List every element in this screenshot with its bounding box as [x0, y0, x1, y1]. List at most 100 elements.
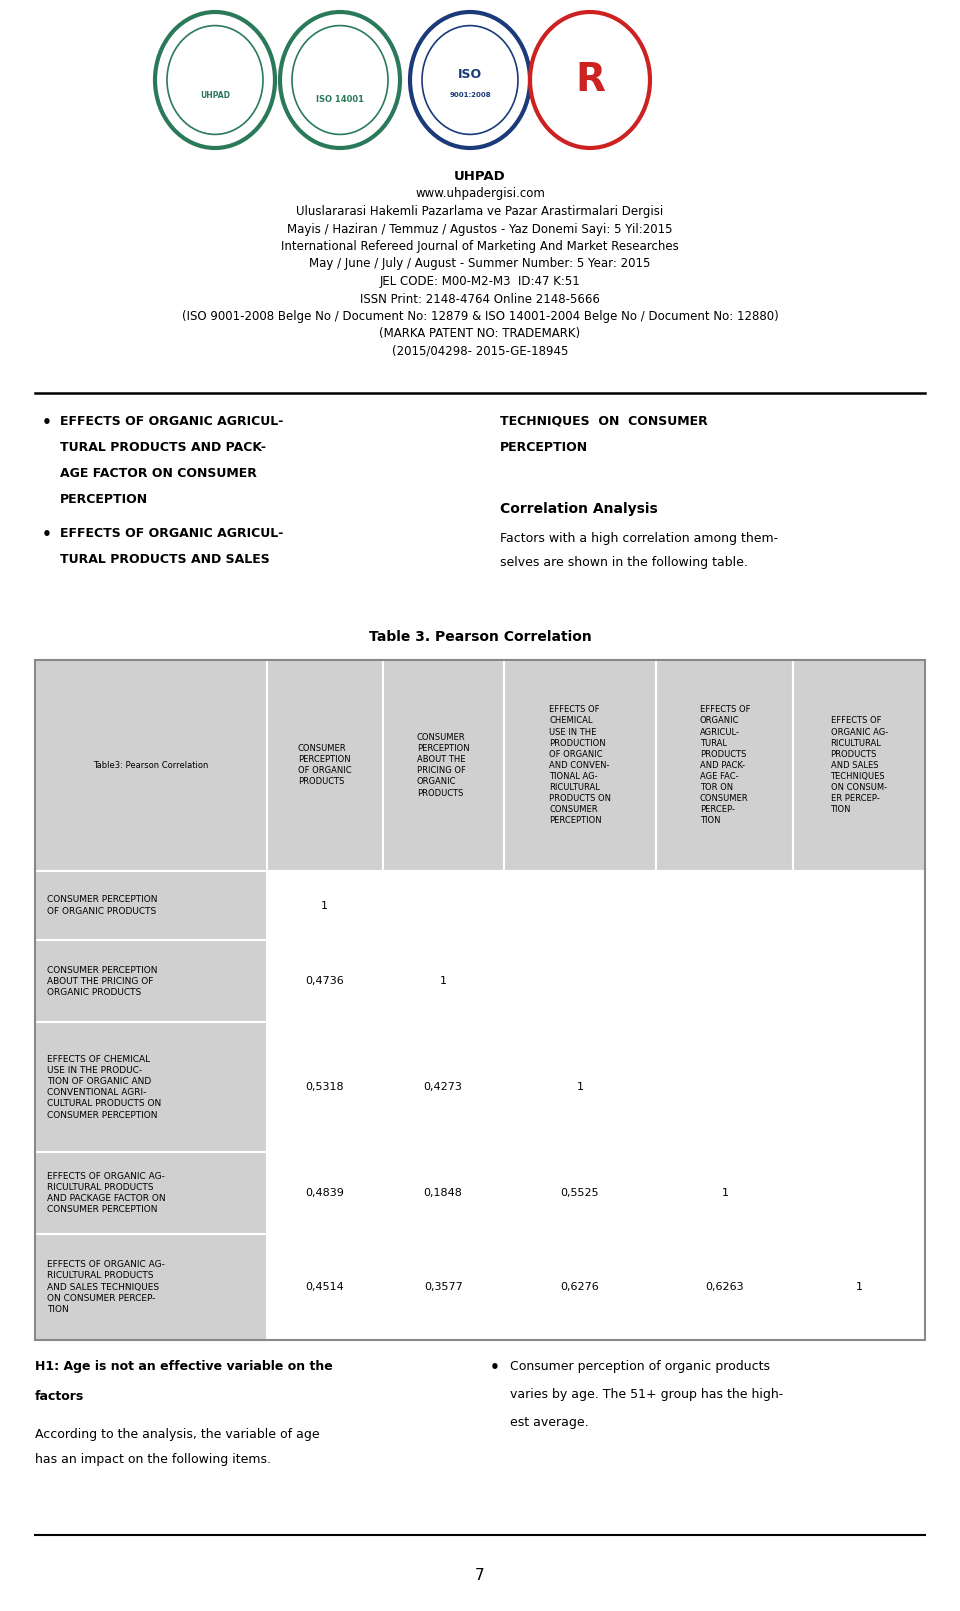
Bar [267, 941, 383, 1023]
Text: International Refereed Journal of Marketing And Market Researches: International Refereed Journal of Market… [281, 240, 679, 253]
Text: Consumer perception of organic products: Consumer perception of organic products [510, 1360, 770, 1373]
Bar [793, 661, 925, 870]
Bar [793, 941, 925, 1023]
Text: 0,4736: 0,4736 [305, 976, 344, 986]
Text: est average.: est average. [510, 1416, 588, 1429]
Text: (2015/04298- 2015-GE-18945: (2015/04298- 2015-GE-18945 [392, 345, 568, 358]
Bar [35, 1152, 267, 1234]
Text: 0,6276: 0,6276 [561, 1282, 599, 1292]
Bar [504, 941, 657, 1023]
Text: TURAL PRODUCTS AND PACK-: TURAL PRODUCTS AND PACK- [60, 441, 266, 454]
Bar [383, 1234, 504, 1340]
Bar [383, 1023, 504, 1152]
Text: 0,4839: 0,4839 [305, 1189, 344, 1199]
Text: Factors with a high correlation among them-: Factors with a high correlation among th… [500, 532, 779, 545]
Bar [657, 1152, 793, 1234]
Text: PERCEPTION: PERCEPTION [60, 493, 148, 506]
Text: 7: 7 [475, 1568, 485, 1582]
Text: ISO: ISO [458, 69, 482, 82]
Text: 0,4514: 0,4514 [305, 1282, 344, 1292]
Bar [504, 1152, 657, 1234]
Text: According to the analysis, the variable of age: According to the analysis, the variable … [35, 1427, 320, 1440]
Text: AGE FACTOR ON CONSUMER: AGE FACTOR ON CONSUMER [60, 467, 257, 480]
Text: Table3: Pearson Correlation: Table3: Pearson Correlation [93, 760, 208, 770]
Text: ISO 14001: ISO 14001 [316, 95, 364, 105]
Bar [793, 1234, 925, 1340]
Text: EFFECTS OF ORGANIC AG-
RICULTURAL PRODUCTS
AND PACKAGE FACTOR ON
CONSUMER PERCEP: EFFECTS OF ORGANIC AG- RICULTURAL PRODUC… [47, 1173, 165, 1215]
Text: 9001:2008: 9001:2008 [449, 92, 491, 98]
Bar [267, 1023, 383, 1152]
Text: 0,3577: 0,3577 [423, 1282, 463, 1292]
Text: 1: 1 [440, 976, 446, 986]
Bar [35, 661, 267, 870]
Bar [383, 941, 504, 1023]
Bar [504, 1023, 657, 1152]
Text: has an impact on the following items.: has an impact on the following items. [35, 1453, 271, 1466]
Text: PERCEPTION: PERCEPTION [500, 441, 588, 454]
Bar [383, 870, 504, 941]
Text: UHPAD: UHPAD [454, 171, 506, 184]
Bar [383, 661, 504, 870]
Bar [504, 1234, 657, 1340]
Text: EFFECTS OF ORGANIC AGRICUL-: EFFECTS OF ORGANIC AGRICUL- [60, 416, 283, 429]
Text: (MARKA PATENT NO: TRADEMARK): (MARKA PATENT NO: TRADEMARK) [379, 327, 581, 340]
Text: Mayis / Haziran / Temmuz / Agustos - Yaz Donemi Sayi: 5 Yil:2015: Mayis / Haziran / Temmuz / Agustos - Yaz… [287, 222, 673, 235]
Text: 0,5318: 0,5318 [305, 1083, 344, 1092]
Bar [35, 941, 267, 1023]
Bar [35, 1023, 267, 1152]
Text: •: • [490, 1360, 500, 1376]
Text: Correlation Analysis: Correlation Analysis [500, 503, 658, 516]
Bar [267, 870, 383, 941]
Text: ISSN Print: 2148-4764 Online 2148-5666: ISSN Print: 2148-4764 Online 2148-5666 [360, 293, 600, 306]
Text: EFFECTS OF ORGANIC AG-
RICULTURAL PRODUCTS
AND SALES TECHNIQUES
ON CONSUMER PERC: EFFECTS OF ORGANIC AG- RICULTURAL PRODUC… [47, 1260, 164, 1313]
Bar [504, 870, 657, 941]
Text: CONSUMER
PERCEPTION
ABOUT THE
PRICING OF
ORGANIC
PRODUCTS: CONSUMER PERCEPTION ABOUT THE PRICING OF… [417, 733, 469, 797]
Text: EFFECTS OF CHEMICAL
USE IN THE PRODUC-
TION OF ORGANIC AND
CONVENTIONAL AGRI-
CU: EFFECTS OF CHEMICAL USE IN THE PRODUC- T… [47, 1055, 161, 1120]
Text: 0,4273: 0,4273 [423, 1083, 463, 1092]
Text: 0,5525: 0,5525 [561, 1189, 599, 1199]
Text: CONSUMER PERCEPTION
ABOUT THE PRICING OF
ORGANIC PRODUCTS: CONSUMER PERCEPTION ABOUT THE PRICING OF… [47, 965, 157, 997]
Text: EFFECTS OF
ORGANIC
AGRICUL-
TURAL
PRODUCTS
AND PACK-
AGE FAC-
TOR ON
CONSUMER
PE: EFFECTS OF ORGANIC AGRICUL- TURAL PRODUC… [700, 706, 750, 825]
Text: •: • [42, 527, 52, 541]
Text: •: • [42, 416, 52, 430]
Bar [383, 1152, 504, 1234]
Bar [267, 1152, 383, 1234]
Text: TURAL PRODUCTS AND SALES: TURAL PRODUCTS AND SALES [60, 553, 270, 565]
Text: EFFECTS OF ORGANIC AGRICUL-: EFFECTS OF ORGANIC AGRICUL- [60, 527, 283, 540]
Bar [35, 1234, 267, 1340]
Text: Table 3. Pearson Correlation: Table 3. Pearson Correlation [369, 630, 591, 644]
Text: UHPAD: UHPAD [200, 90, 230, 100]
Bar [657, 1234, 793, 1340]
Bar [504, 661, 657, 870]
Bar [793, 1152, 925, 1234]
Text: varies by age. The 51+ group has the high-: varies by age. The 51+ group has the hig… [510, 1389, 783, 1402]
Bar [35, 870, 267, 941]
Bar [267, 661, 383, 870]
Text: 0,6263: 0,6263 [706, 1282, 744, 1292]
Text: TECHNIQUES  ON  CONSUMER: TECHNIQUES ON CONSUMER [500, 416, 708, 429]
Text: Uluslararasi Hakemli Pazarlama ve Pazar Arastirmalari Dergisi: Uluslararasi Hakemli Pazarlama ve Pazar … [297, 205, 663, 217]
Text: R: R [575, 61, 605, 98]
Text: H1: Age is not an effective variable on the: H1: Age is not an effective variable on … [35, 1360, 333, 1373]
Text: CONSUMER PERCEPTION
OF ORGANIC PRODUCTS: CONSUMER PERCEPTION OF ORGANIC PRODUCTS [47, 896, 157, 915]
Text: selves are shown in the following table.: selves are shown in the following table. [500, 556, 748, 569]
Bar [657, 941, 793, 1023]
Bar [793, 870, 925, 941]
Text: EFFECTS OF
CHEMICAL
USE IN THE
PRODUCTION
OF ORGANIC
AND CONVEN-
TIONAL AG-
RICU: EFFECTS OF CHEMICAL USE IN THE PRODUCTIO… [549, 706, 612, 825]
Text: www.uhpadergisi.com: www.uhpadergisi.com [415, 187, 545, 200]
Text: May / June / July / August - Summer Number: 5 Year: 2015: May / June / July / August - Summer Numb… [309, 258, 651, 271]
Text: 1: 1 [855, 1282, 863, 1292]
Bar [267, 1234, 383, 1340]
Text: CONSUMER
PERCEPTION
OF ORGANIC
PRODUCTS: CONSUMER PERCEPTION OF ORGANIC PRODUCTS [298, 744, 351, 786]
Text: JEL CODE: M00-M2-M3  ID:47 K:51: JEL CODE: M00-M2-M3 ID:47 K:51 [379, 275, 581, 288]
Bar [35, 661, 925, 1340]
Text: 1: 1 [322, 901, 328, 910]
Text: (ISO 9001-2008 Belge No / Document No: 12879 & ISO 14001-2004 Belge No / Documen: (ISO 9001-2008 Belge No / Document No: 1… [181, 309, 779, 322]
Text: EFFECTS OF
ORGANIC AG-
RICULTURAL
PRODUCTS
AND SALES
TECHNIQUES
ON CONSUM-
ER PE: EFFECTS OF ORGANIC AG- RICULTURAL PRODUC… [830, 717, 888, 814]
Bar [793, 1023, 925, 1152]
Bar [657, 1023, 793, 1152]
Bar [657, 870, 793, 941]
Text: factors: factors [35, 1390, 84, 1403]
Bar [657, 661, 793, 870]
Text: 1: 1 [577, 1083, 584, 1092]
